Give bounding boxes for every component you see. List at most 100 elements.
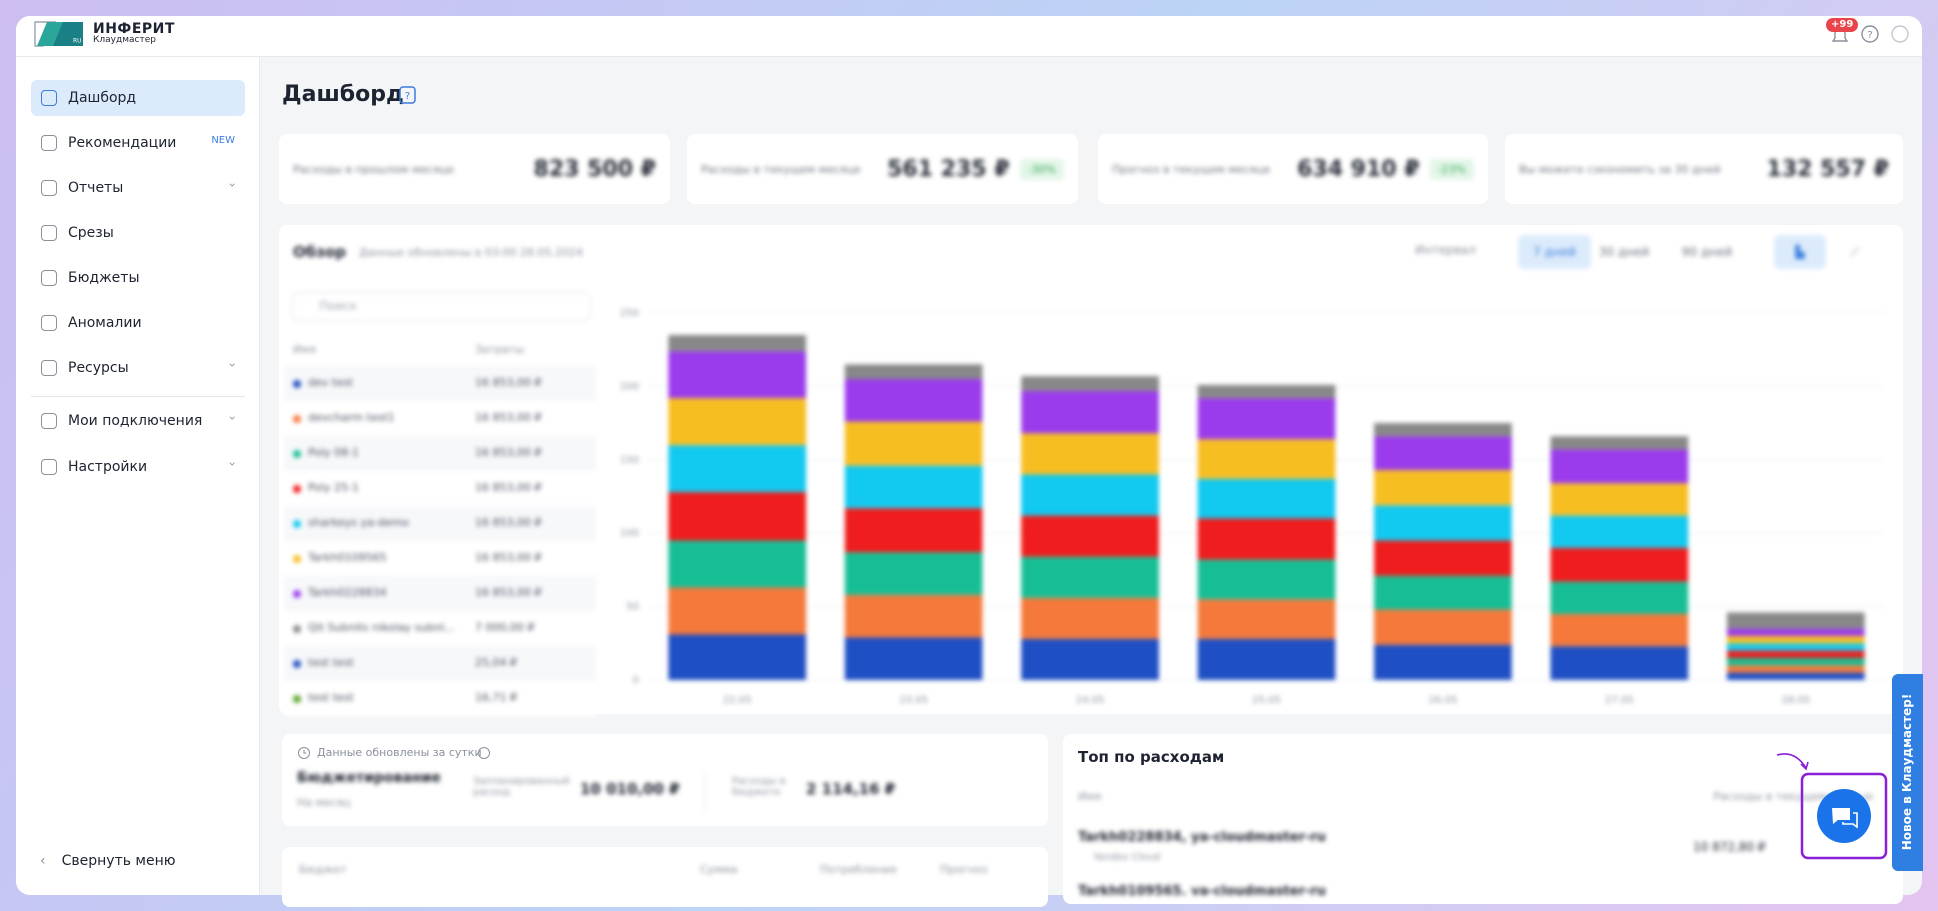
row-cost: 7 000,00 ₽ <box>475 621 535 634</box>
bar-segment <box>1374 540 1512 576</box>
nav-item[interactable]: Мои подключения › <box>31 403 245 439</box>
page-title: Дашборд <box>282 82 404 107</box>
table-col-cost: Затраты <box>475 343 525 356</box>
help-icon[interactable] <box>1861 25 1879 43</box>
kpi-label: Расходы в прошлом месяце <box>293 162 454 176</box>
row-dot <box>293 380 301 388</box>
row-cost: 16 853,00 ₽ <box>475 411 542 424</box>
row-name: devcharm test1 <box>308 411 395 424</box>
nav-item[interactable]: Рекомендации NEW <box>31 125 245 161</box>
row-dot <box>293 415 301 423</box>
period-button[interactable]: 90 дней <box>1681 245 1733 259</box>
row-cost: 16 853,00 ₽ <box>475 481 542 494</box>
chart-type-bar[interactable]: ▙ <box>1774 235 1826 269</box>
row-cost: 16 853,00 ₽ <box>475 446 542 459</box>
kpi-change: -30% <box>1019 158 1064 180</box>
apps-icon[interactable] <box>1891 25 1909 43</box>
budget-content: Бюджетирование На месяц Запланированный … <box>282 734 1048 826</box>
nav-icon <box>41 459 57 475</box>
spent-value: 2 114,16 ₽ <box>806 780 896 798</box>
bar-segment <box>1197 559 1336 600</box>
overview-updated: Данные обновлены в 03:00 28.05.2024 <box>359 246 583 259</box>
nav-item[interactable]: Аномалии <box>31 305 245 341</box>
row-dot <box>293 520 301 528</box>
bar-segment <box>1197 398 1336 440</box>
bar-segment <box>1021 556 1159 598</box>
nav-label: Бюджеты <box>68 270 140 286</box>
bar-segment <box>1021 597 1159 639</box>
row-cost: 25,04 ₽ <box>475 656 517 669</box>
x-tick-label: 24.05 <box>1076 695 1105 705</box>
x-tick-label: 22.05 <box>723 695 752 705</box>
bar-segment <box>1021 376 1159 391</box>
kpi-value: 132 557 ₽ <box>1766 156 1889 182</box>
bar-segment <box>1374 436 1512 471</box>
table-row: Tarkh0109565 16 853,00 ₽ <box>284 541 596 576</box>
nav-icon <box>41 413 57 429</box>
spent-label: Расходы в бюджете <box>732 776 786 798</box>
bar-segment <box>1550 483 1689 516</box>
bar-segment <box>1550 449 1689 484</box>
bar-segment <box>668 492 807 541</box>
divider <box>704 770 705 812</box>
bar-segment <box>1726 612 1865 629</box>
collapse-menu[interactable]: ‹ Свернуть меню <box>40 851 250 871</box>
notification-badge: +99 <box>1826 18 1859 32</box>
nav-item[interactable]: Отчеты › <box>31 170 245 206</box>
nav-icon <box>41 270 57 286</box>
row-name: Qit Subnits nikolay subnl... <box>308 621 455 634</box>
table-row: Poly 08-1 16 853,00 ₽ <box>284 436 596 471</box>
bar-segment <box>1374 609 1512 645</box>
row-dot <box>293 695 301 703</box>
bar-segment <box>844 465 983 509</box>
top-row-cost: 10 872,80 ₽ <box>1693 840 1766 854</box>
title-help-icon[interactable]: ? <box>398 85 418 105</box>
row-dot <box>293 485 301 493</box>
chart-type-line[interactable]: ⟋ <box>1850 244 1860 259</box>
budget-col: Потребление <box>820 863 897 876</box>
budget-help-icon[interactable] <box>477 746 491 760</box>
bar-segment <box>1726 643 1865 651</box>
table-col-name: Имя <box>293 343 317 356</box>
nav-label: Ресурсы <box>68 360 129 376</box>
top-row-name: Tarkh0109565, ya-cloudmaster-ru <box>1078 884 1326 895</box>
svg-text:?: ? <box>1867 30 1872 41</box>
period-button[interactable]: 30 дней <box>1598 245 1650 259</box>
budget-period: На месяц <box>297 796 351 809</box>
top-row-provider: Yandex Cloud <box>1093 852 1161 863</box>
nav-icon <box>41 315 57 331</box>
x-tick-label: 27.05 <box>1605 695 1634 705</box>
kpi-card: Расходы в текущем месяце 561 235 ₽ -30% <box>687 134 1078 204</box>
nav-label: Рекомендации <box>68 135 177 151</box>
bar-segment <box>1197 384 1336 399</box>
bar-segment <box>844 508 983 553</box>
search-input[interactable]: Поиск <box>292 292 591 321</box>
x-tick-label: 23.05 <box>899 695 928 705</box>
x-tick-label: 28.05 <box>1781 695 1810 705</box>
promo-tab[interactable] <box>1892 674 1923 871</box>
budget-table-header: Бюджет Сумма Потребление Прогноз <box>282 847 1048 895</box>
bar-segment <box>1197 439 1336 479</box>
y-tick-label: 200 <box>620 381 639 392</box>
nav-item[interactable]: Бюджеты <box>31 260 245 296</box>
row-cost: 16,71 ₽ <box>475 691 517 704</box>
row-name: Poly 25-1 <box>308 481 359 494</box>
table-row: Tarkh0228834 16 853,00 ₽ <box>284 576 596 611</box>
nav-item[interactable]: Срезы <box>31 215 245 251</box>
bar-segment <box>1550 547 1689 582</box>
collapse-icon: ‹ <box>40 853 46 869</box>
period-button[interactable]: 7 дней <box>1518 235 1591 269</box>
logo-subtitle: Клаудмастер <box>93 35 156 45</box>
nav-item[interactable]: Ресурсы › <box>31 350 245 386</box>
overview-content: Обзор Данные обновлены в 03:00 28.05.202… <box>279 225 1903 716</box>
row-name: sharkeys ya-demo <box>308 516 409 529</box>
top-title: Топ по расходам <box>1078 748 1225 766</box>
nav-item[interactable]: Настройки › <box>31 449 245 485</box>
bar-segment <box>1374 644 1512 680</box>
chevron: › <box>225 362 240 368</box>
x-tick-label: 26.05 <box>1429 695 1458 705</box>
row-name: Tarkh0109565 <box>308 551 387 564</box>
nav-item[interactable]: Дашборд <box>31 80 245 116</box>
sidebar <box>16 57 260 895</box>
nav-label: Мои подключения <box>68 413 203 429</box>
